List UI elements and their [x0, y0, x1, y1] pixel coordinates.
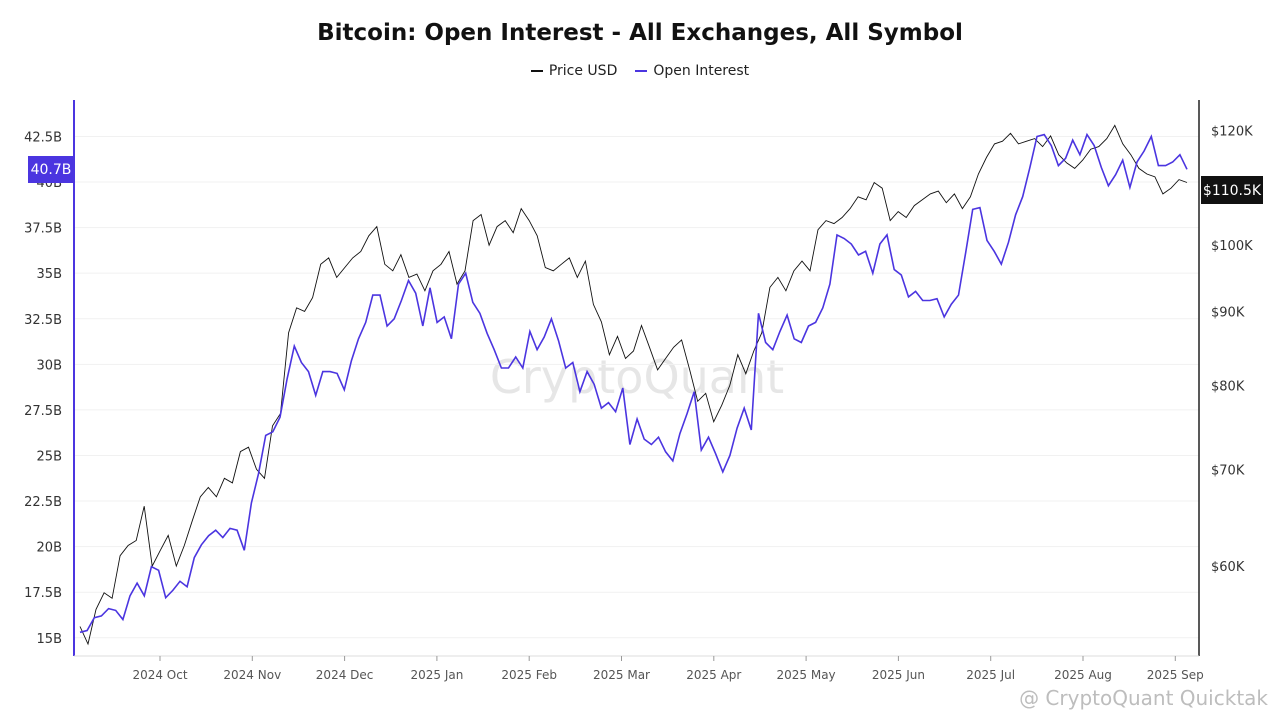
y-left-tick-label: 30B: [37, 358, 62, 373]
x-tick-label: 2025 Jun: [872, 668, 925, 682]
x-tick-label: 2025 Sep: [1147, 668, 1204, 682]
y-axis-left: 15B 17.5B 20B 22.5B 25B 27.5B 30B 32.5B 35B 37.5B…: [24, 130, 62, 646]
price-usd-line: [79, 124, 1188, 646]
legend: Price USD Open Interest: [0, 63, 1280, 79]
y-left-tick-label: 42.5B: [24, 130, 62, 145]
y-right-tick-label: $70K: [1211, 463, 1245, 478]
current-price-label: $110.5K: [1203, 183, 1262, 199]
open-interest-line: [79, 132, 1188, 634]
x-tick-label: 2025 Mar: [593, 668, 650, 682]
legend-item-price[interactable]: Price USD: [530, 63, 618, 79]
legend-item-open-interest[interactable]: Open Interest: [635, 63, 749, 79]
y-left-tick-label: 37.5B: [24, 222, 62, 237]
x-axis: 2024 Oct 2024 Nov 2024 Dec 2025 Jan 2025 Feb…: [132, 656, 1204, 682]
y-left-tick-label: 27.5B: [24, 404, 62, 419]
y-right-tick-label: $60K: [1211, 560, 1245, 575]
current-oi-badge: 40.7B: [28, 156, 74, 183]
y-right-tick-label: $100K: [1211, 239, 1253, 254]
current-oi-label: 40.7B: [31, 162, 72, 178]
legend-label-price: Price USD: [548, 63, 618, 79]
y-right-tick-label: $120K: [1211, 125, 1253, 140]
y-left-tick-label: 22.5B: [24, 495, 62, 510]
x-tick-label: 2025 Apr: [686, 668, 741, 682]
y-right-tick-label: $80K: [1211, 379, 1245, 394]
y-left-tick-label: 32.5B: [24, 313, 62, 328]
y-left-tick-label: 17.5B: [24, 586, 62, 601]
y-right-tick-label: $90K: [1211, 305, 1245, 320]
y-left-tick-label: 15B: [37, 632, 62, 647]
y-left-tick-label: 35B: [37, 267, 62, 282]
watermark: CryptoQuant: [490, 350, 784, 404]
x-tick-label: 2025 Feb: [501, 668, 557, 682]
x-tick-label: 2024 Dec: [316, 668, 374, 682]
y-left-tick-label: 25B: [37, 449, 62, 464]
x-tick-label: 2025 Jul: [966, 668, 1015, 682]
legend-label-open-interest: Open Interest: [653, 63, 750, 79]
current-price-badge: $110.5K: [1201, 176, 1263, 204]
x-tick-label: 2025 May: [777, 668, 836, 682]
footer-credit: @ CryptoQuant Quicktak: [1019, 686, 1268, 710]
x-tick-label: 2024 Nov: [223, 668, 281, 682]
y-left-tick-label: 20B: [37, 541, 62, 556]
legend-swatch-price: [530, 70, 543, 72]
x-tick-label: 2025 Jan: [410, 668, 463, 682]
x-tick-label: 2025 Aug: [1054, 668, 1112, 682]
y-axis-right: $60K $70K $80K $90K $100K $120K: [1211, 125, 1253, 575]
chart-title: Bitcoin: Open Interest - All Exchanges, …: [317, 20, 963, 46]
x-tick-label: 2024 Oct: [132, 668, 187, 682]
legend-swatch-open-interest: [635, 70, 648, 72]
